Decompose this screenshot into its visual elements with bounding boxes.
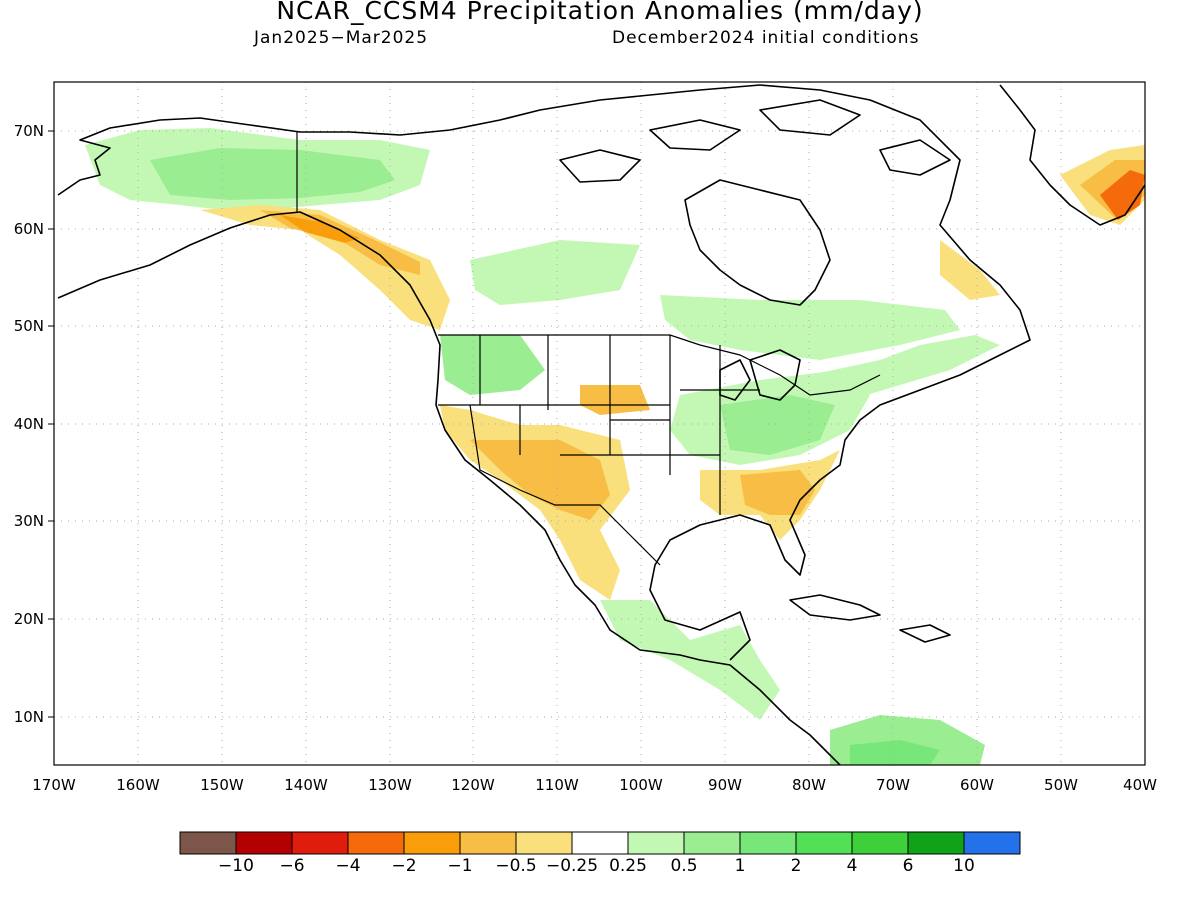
- colorbar-label: −0.25: [545, 856, 599, 876]
- political-borders: [296, 132, 881, 566]
- lon-tick-label: 170W: [32, 776, 76, 794]
- colorbar-swatch: [403, 831, 461, 855]
- forecast-period: Jan2025−Mar2025: [254, 28, 429, 48]
- colorbar-swatch: [459, 831, 517, 855]
- lon-tick-label: 90W: [708, 776, 742, 794]
- colorbar-label: 4: [846, 856, 858, 876]
- lat-tick-label: 50N: [14, 317, 44, 335]
- colorbar: [179, 831, 1021, 855]
- lon-tick-label: 140W: [284, 776, 328, 794]
- lat-tick-label: 20N: [14, 610, 44, 628]
- colorbar-swatch: [179, 831, 237, 855]
- colorbar-swatch: [515, 831, 573, 855]
- lon-tick-label: 70W: [876, 776, 910, 794]
- colorbar-label: −0.5: [495, 856, 537, 876]
- lon-tick-label: 130W: [368, 776, 412, 794]
- lat-axis: 70N 60N 50N 40N 30N 20N 10N: [14, 122, 54, 726]
- lat-tick-label: 40N: [14, 415, 44, 433]
- lon-axis: 170W 160W 150W 140W 130W 120W 110W 100W …: [32, 776, 1157, 794]
- colorbar-label: 6: [902, 856, 914, 876]
- lon-tick-label: 160W: [116, 776, 160, 794]
- lat-tick-label: 60N: [14, 220, 44, 238]
- negative-anomaly-shading: [200, 145, 1145, 600]
- colorbar-swatch: [347, 831, 405, 855]
- colorbar-swatch: [907, 831, 965, 855]
- lon-tick-label: 150W: [200, 776, 244, 794]
- colorbar-label: −10: [218, 856, 254, 876]
- lon-tick-label: 120W: [451, 776, 495, 794]
- map-title: NCAR_CCSM4 Precipitation Anomalies (mm/d…: [276, 0, 924, 25]
- colorbar-swatch: [235, 831, 293, 855]
- colorbar-swatch: [963, 831, 1021, 855]
- lon-tick-label: 60W: [960, 776, 994, 794]
- lon-tick-label: 100W: [619, 776, 663, 794]
- colorbar-swatch: [851, 831, 909, 855]
- colorbar-label: −4: [335, 856, 361, 876]
- colorbar-label: −1: [447, 856, 473, 876]
- lon-tick-label: 50W: [1044, 776, 1078, 794]
- lon-tick-label: 110W: [535, 776, 579, 794]
- lon-tick-label: 40W: [1123, 776, 1157, 794]
- coastlines: [57, 84, 1145, 765]
- colorbar-swatch: [291, 831, 349, 855]
- colorbar-label: 1: [734, 856, 746, 876]
- lon-tick-label: 80W: [792, 776, 826, 794]
- lat-tick-label: 70N: [14, 122, 44, 140]
- colorbar-label: 0.5: [670, 856, 698, 876]
- colorbar-swatch: [739, 831, 797, 855]
- colorbar-label: −2: [391, 856, 417, 876]
- colorbar-swatch: [571, 831, 629, 855]
- colorbar-label: 2: [790, 856, 802, 876]
- colorbar-label: 10: [953, 856, 975, 876]
- colorbar-label: 0.25: [609, 856, 647, 876]
- colorbar-swatch: [683, 831, 741, 855]
- initial-conditions: December2024 initial conditions: [612, 28, 920, 48]
- lat-tick-label: 30N: [14, 512, 44, 530]
- colorbar-swatch: [795, 831, 853, 855]
- positive-anomaly-shading: [85, 128, 1000, 765]
- lat-tick-label: 10N: [14, 708, 44, 726]
- colorbar-swatch: [627, 831, 685, 855]
- colorbar-label: −6: [279, 856, 305, 876]
